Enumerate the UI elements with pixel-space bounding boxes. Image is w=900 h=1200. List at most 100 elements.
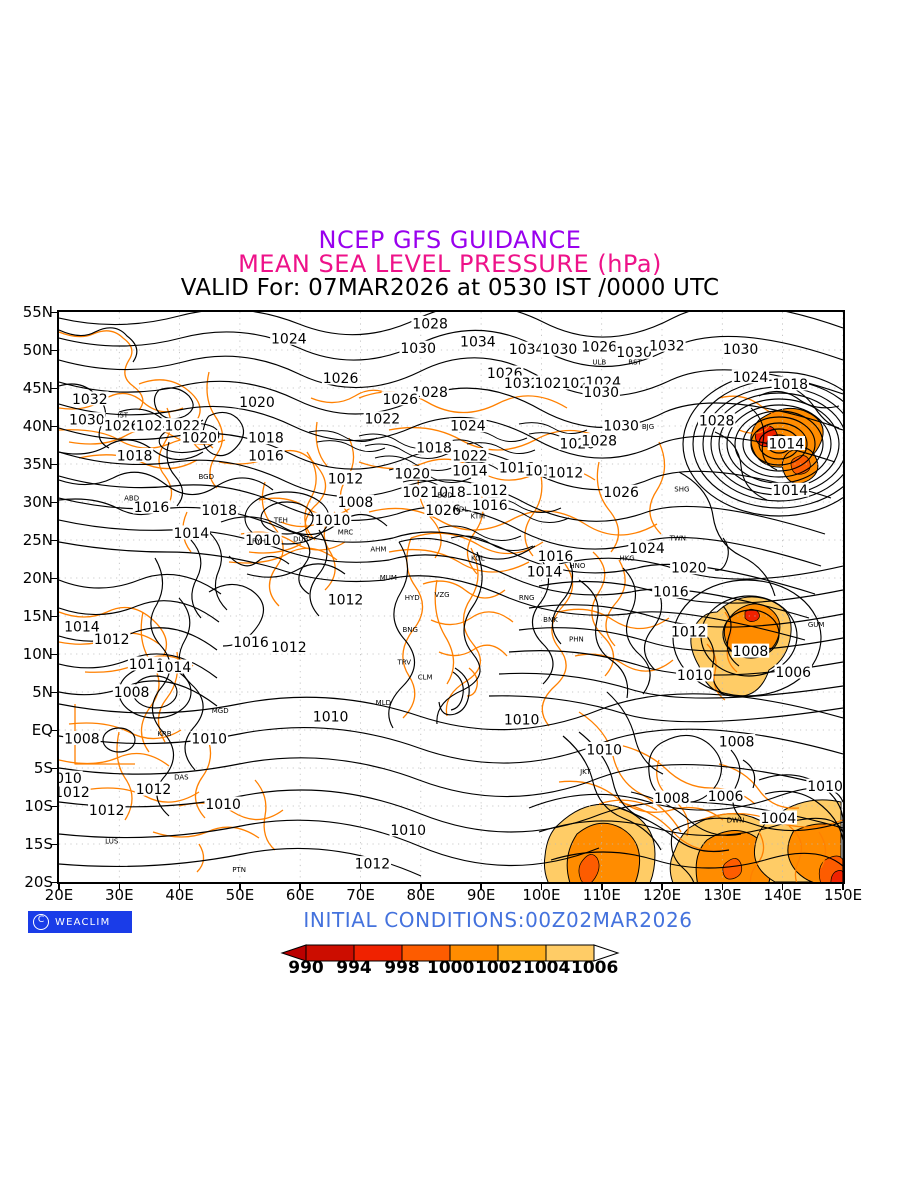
city-label-ist: IST (117, 411, 129, 419)
contour-label-bg (449, 418, 487, 433)
y-tick-30N: 30N (22, 493, 53, 511)
contour-label-bg (731, 643, 770, 658)
colorbar-tick-998: 998 (384, 958, 420, 978)
contour-label-bg (652, 584, 690, 599)
pressure-contour-map[interactable]: 1028 1030 1034 1034 1030 1026 1030 1032 1030 1024… (57, 310, 845, 884)
contour-label: 1020 (671, 561, 707, 577)
contour-label-bg (648, 337, 686, 352)
contour-label: 1018 (416, 441, 452, 457)
y-tick-mark (51, 843, 58, 846)
y-tick-mark (51, 539, 58, 542)
city-label-lus: LUS (105, 837, 119, 845)
x-tick-130E: 130E (703, 886, 742, 904)
contour-label: 1018 (430, 485, 466, 501)
colorbar-tick-1004: 1004 (523, 958, 571, 978)
contour-label-bg (204, 796, 242, 811)
y-tick-mark (51, 729, 58, 732)
pressure-colorbar[interactable] (280, 943, 620, 963)
city-label-teh: TEH (273, 517, 288, 525)
colorbar-tick-994: 994 (336, 958, 372, 978)
contour-label: 1008 (733, 644, 769, 660)
contour-label: 1032 (504, 376, 540, 392)
city-label-abd: ABD (124, 495, 139, 503)
contour-label: 1010 (586, 742, 622, 758)
contour-label: 1026 (603, 485, 639, 501)
y-tick-45N: 45N (22, 379, 53, 397)
contour-label: 1028 (699, 414, 735, 430)
contour-label-bg (459, 333, 497, 348)
contour-label: 1010 (807, 779, 843, 795)
city-label-rng: RNG (519, 594, 535, 602)
contour-label: 1018 (117, 448, 153, 464)
contour-label: 1012 (89, 803, 125, 819)
contour-label-bg (200, 502, 238, 517)
contour-label-bg (180, 430, 218, 445)
y-tick-10N: 10N (22, 645, 53, 663)
contour-label: 1026 (104, 419, 140, 435)
contour-label-bg (507, 341, 546, 356)
contour-label-bg (582, 384, 620, 399)
colorbar-tick-1002: 1002 (475, 958, 523, 978)
city-label-dub: DUB (293, 535, 309, 543)
city-label-mrc: MRC (338, 528, 354, 536)
contour-label-bg (540, 341, 579, 356)
contour-label-bg (585, 741, 623, 756)
city-label-clm: CLM (418, 673, 433, 681)
coastlines (59, 312, 843, 882)
contour-label-bg (429, 484, 467, 499)
contour-label-bg (759, 810, 798, 825)
contour-label-bg (615, 344, 653, 359)
contour-label-bg (393, 465, 431, 480)
city-label-ahm: AHM (370, 545, 386, 553)
contour-label-bg (59, 770, 83, 785)
city-label-dwn: DWN (727, 816, 745, 824)
contour-label: 1014 (174, 526, 210, 542)
initial-conditions-caption: INITIAL CONDITIONS:00Z02MAR2026 (303, 908, 693, 932)
x-tick-110E: 110E (582, 886, 621, 904)
x-tick-mark (842, 883, 844, 890)
contour-label: 1012 (136, 782, 172, 798)
y-tick-15N: 15N (22, 607, 53, 625)
contour-label: 1028 (412, 316, 448, 332)
contour-label-bg (270, 639, 308, 654)
city-labels: IST BGD TEH BGD RYH DUB ABD MRC AHM MUM HYD VZG KOL B… (105, 359, 824, 874)
contour-label-bg (451, 462, 489, 477)
contour-label-bg (706, 788, 745, 803)
weaclim-logo[interactable]: C WEACLIM (28, 911, 132, 933)
contour-label-bg (628, 540, 666, 555)
contour-label-bg (502, 712, 541, 727)
x-tick-mark (721, 883, 724, 890)
city-label-jkt: JKT (579, 768, 591, 776)
city-label-hno: HNO (569, 562, 586, 570)
x-tick-mark (118, 883, 121, 890)
contour-label-bg (676, 667, 714, 682)
contour-label: 1008 (114, 685, 150, 701)
x-tick-120E: 120E (643, 886, 682, 904)
contour-label: 1020 (181, 431, 217, 447)
city-label-bgd: BGD (437, 492, 453, 500)
city-label-hyd: HYD (405, 594, 420, 602)
x-tick-mark (781, 883, 784, 890)
contour-label-bg (134, 781, 173, 796)
colorbar-tick-labels: 990 994 998 1000 1002 1004 1006 (280, 960, 620, 982)
city-label-bnk: BNK (543, 616, 558, 624)
contour-label-bg (536, 548, 575, 563)
y-tick-25N: 25N (22, 531, 53, 549)
contour-label: 1026 (581, 339, 617, 355)
contour-label: 1012 (59, 785, 90, 801)
contour-label: 1012 (548, 465, 584, 481)
title-block: NCEP GFS GUIDANCE MEAN SEA LEVEL PRESSUR… (0, 228, 900, 300)
contour-label-bg (471, 497, 509, 512)
contour-label: 1028 (581, 434, 617, 450)
contour-label-bg (336, 494, 375, 509)
contour-label-bg (232, 634, 270, 649)
contour-label: 1024 (733, 370, 769, 386)
contour-label: 1032 (649, 338, 685, 354)
contour-label: 1020 (239, 395, 275, 411)
city-label-kol: KOL (471, 554, 485, 562)
contour-label-bg (389, 822, 427, 837)
x-tick-90E: 90E (466, 886, 496, 904)
y-tick-15S: 15S (24, 835, 53, 853)
contour-label: 1018 (201, 503, 237, 519)
